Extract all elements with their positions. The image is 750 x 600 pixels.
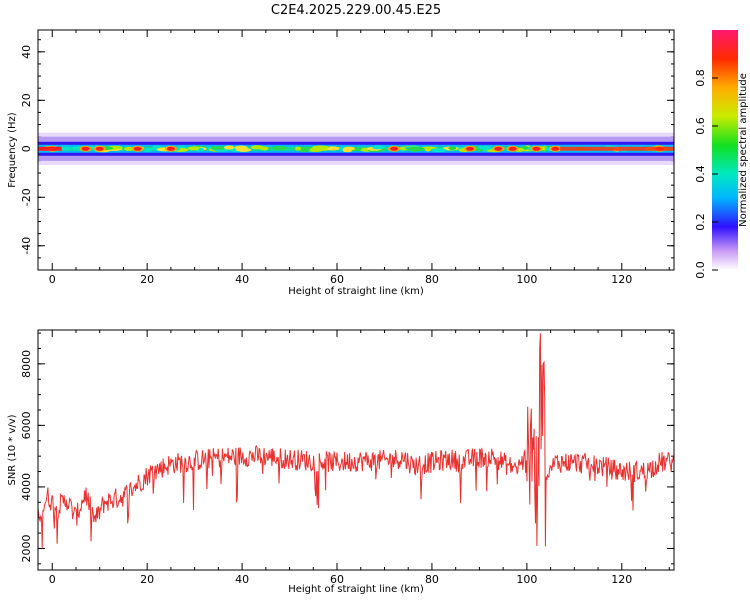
spectrogram-frame <box>37 29 675 271</box>
colorbar-tick-label: 0.8 <box>694 69 707 87</box>
colorbar: 0.0 0.2 0.4 0.6 0.8 Normalized spectral ampl… <box>694 30 749 279</box>
snr-ytick-label: 8000 <box>20 350 33 378</box>
snr-ytick-label: 2000 <box>20 534 33 562</box>
snr-line <box>37 333 675 548</box>
hot-spot <box>95 146 104 151</box>
spectrogram-xtick-label: 0 <box>49 273 56 286</box>
hot-segment-left <box>38 146 62 151</box>
colorbar-tick-label: 0.2 <box>694 213 707 231</box>
colorbar-label: Normalized spectral amplitude <box>738 73 749 227</box>
band-blob <box>312 145 330 150</box>
spectrogram-xtick-label: 120 <box>611 273 632 286</box>
band-blob <box>272 145 287 150</box>
band-blob <box>59 146 71 151</box>
band-blob <box>295 146 302 151</box>
figure-title: C2E4.2025.229.00.45.E25 <box>271 3 441 18</box>
band-blob <box>430 148 447 153</box>
band-blob <box>448 146 457 151</box>
snr-xtick-label: 20 <box>140 573 154 586</box>
hot-spot <box>551 146 560 151</box>
hot-segment-right <box>560 146 674 151</box>
hot-spot <box>81 146 90 151</box>
spectrogram-xtick-label: 20 <box>140 273 154 286</box>
snr-xtick-label: 120 <box>611 573 632 586</box>
spectrogram-y-axis-label: Frequency (Hz) <box>7 112 18 188</box>
band-blob <box>234 145 248 150</box>
band-blob <box>142 147 152 152</box>
spectrogram-ytick-label: -40 <box>20 237 33 255</box>
spectral-band <box>38 132 674 165</box>
spectrogram-xtick-label: 100 <box>516 273 537 286</box>
spectrogram-ytick-label: 0 <box>20 145 33 152</box>
snr-frame <box>37 329 675 571</box>
snr-series <box>37 333 675 548</box>
snr-xtick-label: 80 <box>425 573 439 586</box>
band-blob <box>223 145 235 150</box>
spectrogram-panel: 0 20 40 60 80 100 120 -40 -20 0 20 40 Height of str… <box>7 29 675 297</box>
band-blob <box>187 146 200 151</box>
snr-ytick-label: 6000 <box>20 411 33 439</box>
spectrogram-xtick-label: 80 <box>425 273 439 286</box>
band-blob <box>303 146 311 151</box>
colorbar-gradient <box>712 30 738 270</box>
snr-xtick-label: 40 <box>235 573 249 586</box>
band-blob <box>210 146 218 151</box>
snr-xtick-label: 100 <box>516 573 537 586</box>
colorbar-tick-label: 0.4 <box>694 165 707 183</box>
snr-x-axis-label: Height of straight line (km) <box>288 584 424 595</box>
hot-spot <box>389 146 398 151</box>
hot-spot <box>133 146 142 151</box>
band-blob <box>477 145 494 150</box>
band-blob <box>124 146 134 151</box>
hot-spot <box>532 146 541 151</box>
band-blob <box>343 146 356 151</box>
snr-ytick-label: 4000 <box>20 473 33 501</box>
spectrogram-ytick-label: 20 <box>20 93 33 107</box>
band-blob <box>250 145 264 150</box>
colorbar-tick-label: 0.0 <box>694 261 707 279</box>
snr-xtick-label: 0 <box>49 573 56 586</box>
snr-xtick-label: 60 <box>330 573 344 586</box>
snr-panel: 0 20 40 60 80 100 120 2000 4000 6000 8000 Height o… <box>7 329 675 595</box>
spectrogram-ytick-label: -20 <box>20 188 33 206</box>
snr-y-axis-label: SNR (10 * v/v) <box>7 414 18 485</box>
spectrogram-xtick-label: 40 <box>235 273 249 286</box>
spectrogram-xtick-label: 60 <box>330 273 344 286</box>
band-blob <box>372 145 385 150</box>
hot-spot <box>465 146 474 151</box>
band-blob <box>217 146 225 151</box>
spectrogram-x-axis-label: Height of straight line (km) <box>288 286 424 297</box>
hot-spot <box>508 146 517 151</box>
hot-spot <box>166 146 175 151</box>
colorbar-tick-label: 0.6 <box>694 117 707 135</box>
spectrogram-ytick-label: 40 <box>20 45 33 59</box>
hot-spot <box>494 146 503 151</box>
band-blob <box>406 146 421 151</box>
